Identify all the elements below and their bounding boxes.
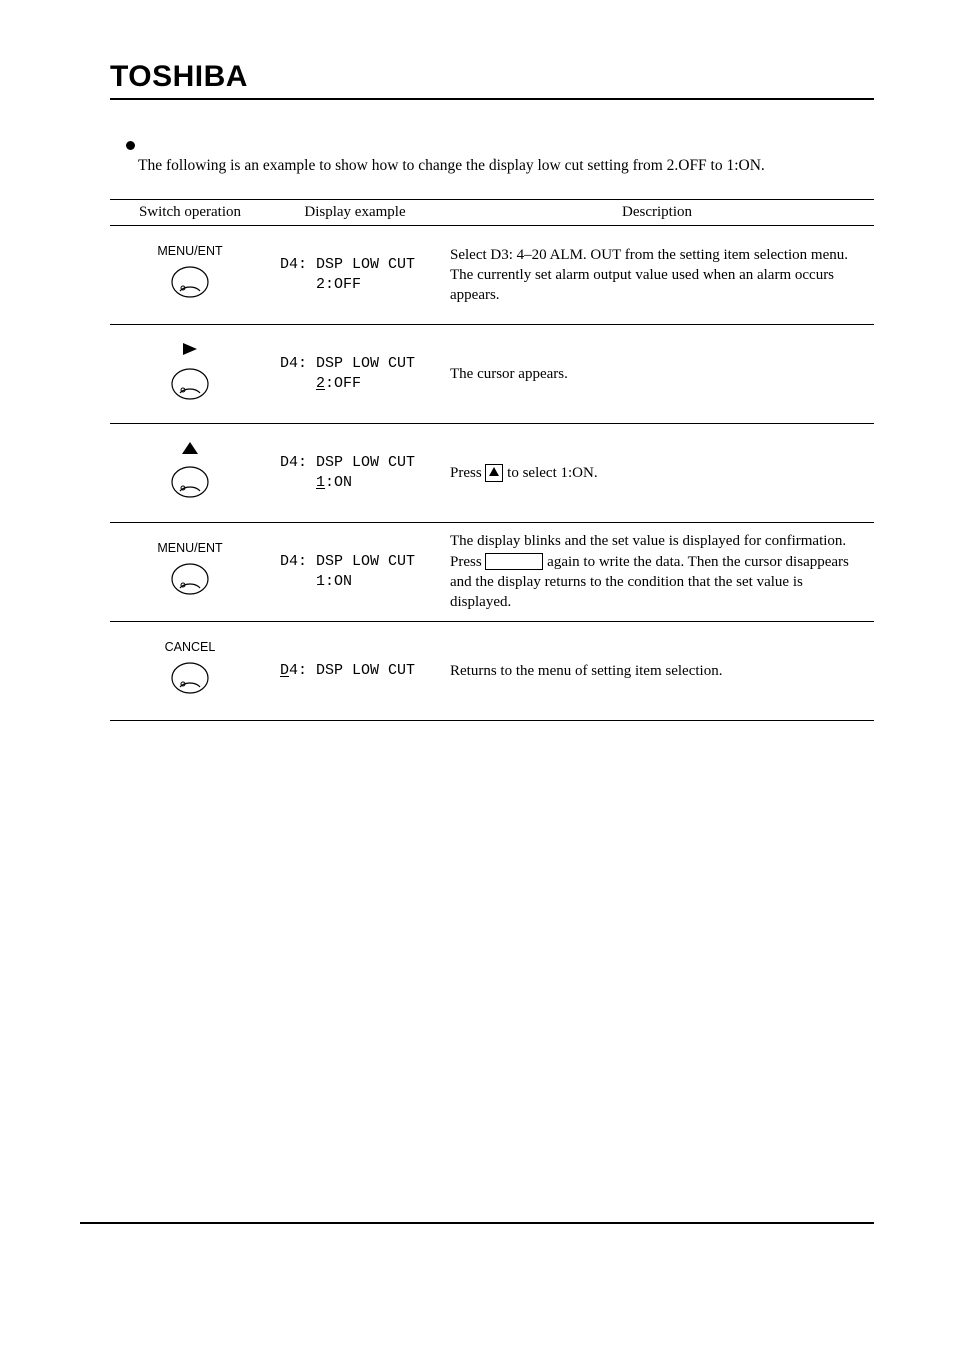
bullet-row: [126, 136, 874, 150]
op-label: CANCEL: [120, 640, 260, 654]
display-cell: D4: DSP LOW CUT 2:OFF: [270, 225, 440, 324]
op-label: MENU/ENT: [120, 244, 260, 258]
col-header-display: Display example: [270, 199, 440, 225]
bullet-icon: [126, 141, 135, 150]
table-row: CANCEL D4: DSP LOW CUT Returns to the me…: [110, 621, 874, 720]
knob-icon: [168, 460, 212, 500]
knob-icon: [168, 260, 212, 300]
desc-cell: The display blinks and the set value is …: [440, 522, 874, 621]
table-row: MENU/ENT D4: DSP LOW CUT 1:ON The displa…: [110, 522, 874, 621]
op-label: MENU/ENT: [120, 541, 260, 555]
display-cell: D4: DSP LOW CUT 1:ON: [270, 423, 440, 522]
knob-icon: [168, 656, 212, 696]
knob-icon: [168, 557, 212, 597]
brand-logo: TOSHIBA: [110, 60, 874, 94]
display-cell: D4: DSP LOW CUT: [270, 621, 440, 720]
footer-rule: [80, 1222, 874, 1224]
table-row: D4: DSP LOW CUT 2:OFF The cursor appears…: [110, 324, 874, 423]
top-rule: [110, 98, 874, 100]
up-key-icon: [485, 464, 503, 483]
col-header-desc: Description: [440, 199, 874, 225]
knob-icon: [168, 362, 212, 402]
blank-key-icon: [485, 553, 543, 570]
table-row: D4: DSP LOW CUT 1:ON Press to select 1:O…: [110, 423, 874, 522]
display-cell: D4: DSP LOW CUT 2:OFF: [270, 324, 440, 423]
intro-text: The following is an example to show how …: [138, 156, 858, 177]
desc-cell: The cursor appears.: [440, 324, 874, 423]
col-header-switch: Switch operation: [110, 199, 270, 225]
desc-cell: Press to select 1:ON.: [440, 423, 874, 522]
up-arrow-icon: [181, 441, 199, 455]
right-arrow-icon: [180, 341, 200, 357]
procedure-table: Switch operation Display example Descrip…: [110, 199, 874, 721]
desc-cell: Returns to the menu of setting item sele…: [440, 621, 874, 720]
table-row: MENU/ENT D4: DSP LOW CUT 2:OFF Select D3…: [110, 225, 874, 324]
desc-cell: Select D3: 4–20 ALM. OUT from the settin…: [440, 225, 874, 324]
display-cell: D4: DSP LOW CUT 1:ON: [270, 522, 440, 621]
